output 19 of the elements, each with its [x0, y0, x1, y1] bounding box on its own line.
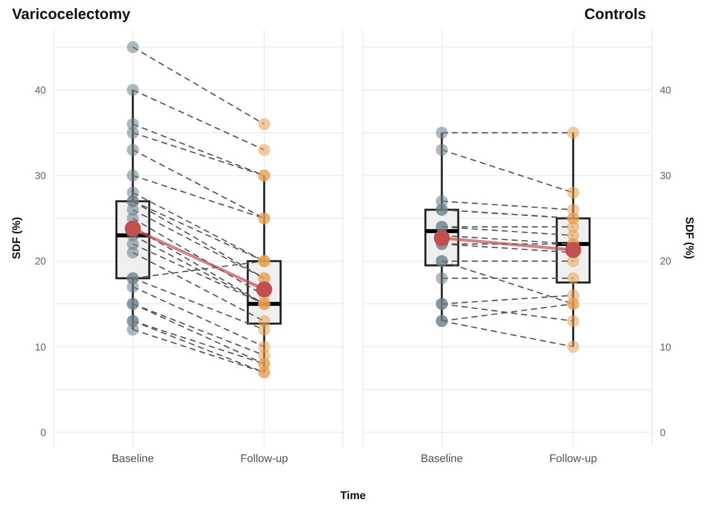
- y-tick-label: 30: [34, 171, 46, 182]
- x-tick-label: Follow-up: [240, 452, 288, 465]
- x-tick-label: Baseline: [112, 452, 154, 465]
- chart-title: Controls: [584, 6, 646, 23]
- y-tick-label: 0: [40, 428, 46, 439]
- y-tick-label: 30: [660, 171, 672, 182]
- y-tick-label: 40: [660, 85, 672, 96]
- y-axis-title: SDF (%): [10, 216, 23, 260]
- y-tick-label: 10: [34, 342, 46, 354]
- y-axis-title: SDF (%): [683, 216, 696, 260]
- y-tick-label: 0: [660, 428, 666, 439]
- y-tick-label: 10: [660, 342, 672, 354]
- x-tick-label: Follow-up: [549, 452, 598, 465]
- chart-title: Varicocelectomy: [12, 6, 130, 23]
- x-tick-label: Baseline: [420, 452, 463, 465]
- y-tick-label: 20: [660, 256, 672, 268]
- y-tick-label: 20: [34, 256, 46, 268]
- x-axis-title: Time: [339, 490, 367, 502]
- y-tick-label: 40: [34, 85, 46, 96]
